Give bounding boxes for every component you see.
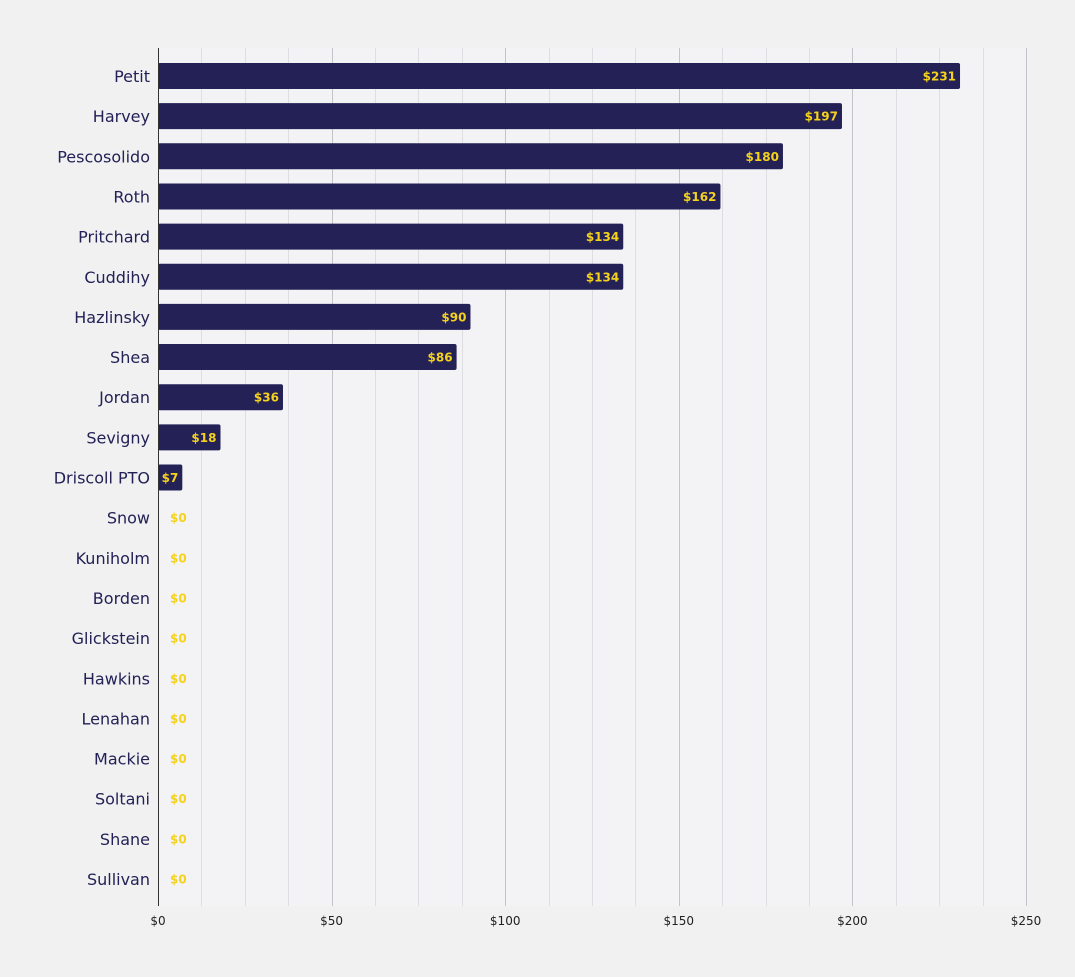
- bar-driscoll-pto: [158, 464, 183, 491]
- category-label: Hazlinsky: [74, 308, 150, 327]
- category-label: Mackie: [94, 750, 150, 769]
- bar-petit: [158, 63, 961, 89]
- bar-hazlinsky: [158, 303, 471, 330]
- value-label: $197: [805, 110, 838, 124]
- category-label: Roth: [113, 187, 150, 206]
- value-label: $0: [170, 752, 187, 766]
- x-tick-label: $50: [320, 914, 343, 928]
- category-label: Borden: [93, 589, 150, 608]
- category-label: Petit: [114, 67, 150, 86]
- x-tick-label: $150: [664, 914, 695, 928]
- value-label: $86: [428, 351, 453, 365]
- x-tick-labels: $0 $50 $100 $150 $200 $250: [150, 914, 1041, 928]
- bar-harvey: [158, 103, 842, 130]
- x-tick-label: $250: [1011, 914, 1042, 928]
- bar-roth: [158, 183, 721, 210]
- bar-pescosolido: [158, 143, 783, 170]
- bar-cuddihy: [158, 263, 624, 290]
- value-label: $0: [170, 511, 187, 525]
- value-label: $0: [170, 551, 187, 565]
- value-label: $7: [162, 471, 179, 485]
- value-label: $36: [254, 391, 279, 405]
- category-label: Sullivan: [87, 870, 150, 889]
- x-tick-label: $100: [490, 914, 521, 928]
- value-label: $0: [170, 873, 187, 887]
- category-label: Jordan: [98, 388, 150, 407]
- bar-sevigny: [158, 424, 221, 451]
- category-label: Sevigny: [86, 428, 150, 447]
- category-label: Kuniholm: [76, 549, 150, 568]
- value-label: $0: [170, 832, 187, 846]
- category-label: Shane: [100, 830, 150, 849]
- value-label: $231: [923, 70, 956, 84]
- value-label: $0: [170, 632, 187, 646]
- value-labels: $231 $197 $180 $162 $134 $134 $90 $86 $36 $18 $7 $0…: [162, 70, 956, 887]
- bars: [158, 63, 961, 491]
- category-label: Glickstein: [72, 629, 150, 648]
- category-label: Cuddihy: [84, 268, 150, 287]
- category-labels: Petit Harvey Pescosolido Roth Pritchard Cuddi…: [54, 67, 150, 889]
- value-label: $134: [586, 270, 619, 284]
- category-label: Lenahan: [81, 709, 150, 728]
- x-tick-label: $0: [150, 914, 165, 928]
- category-label: Pritchard: [78, 228, 150, 247]
- value-label: $90: [441, 310, 466, 324]
- category-label: Soltani: [95, 790, 150, 809]
- x-tick-label: $200: [837, 914, 868, 928]
- value-label: $180: [746, 150, 779, 164]
- bar-pritchard: [158, 223, 624, 250]
- value-label: $134: [586, 230, 619, 244]
- bar-jordan: [158, 384, 283, 411]
- category-label: Hawkins: [83, 669, 150, 688]
- category-label: Snow: [107, 509, 150, 528]
- category-label: Shea: [110, 348, 150, 367]
- value-label: $0: [170, 712, 187, 726]
- category-label: Harvey: [93, 107, 150, 126]
- bar-shea: [158, 344, 457, 371]
- value-label: $0: [170, 672, 187, 686]
- value-label: $162: [683, 190, 716, 204]
- category-label: Driscoll PTO: [54, 469, 150, 488]
- value-label: $0: [170, 792, 187, 806]
- value-label: $18: [191, 431, 216, 445]
- value-label: $0: [170, 591, 187, 605]
- category-label: Pescosolido: [57, 147, 150, 166]
